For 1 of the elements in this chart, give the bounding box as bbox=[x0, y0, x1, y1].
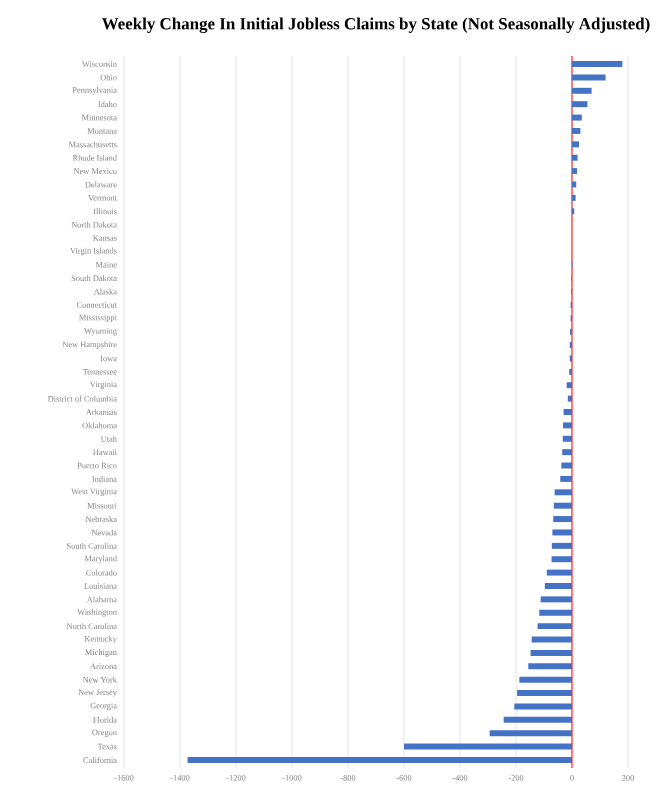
chart-title: Weekly Change In Initial Jobless Claims by State (Not Seasonally Adjusted) bbox=[101, 17, 650, 34]
